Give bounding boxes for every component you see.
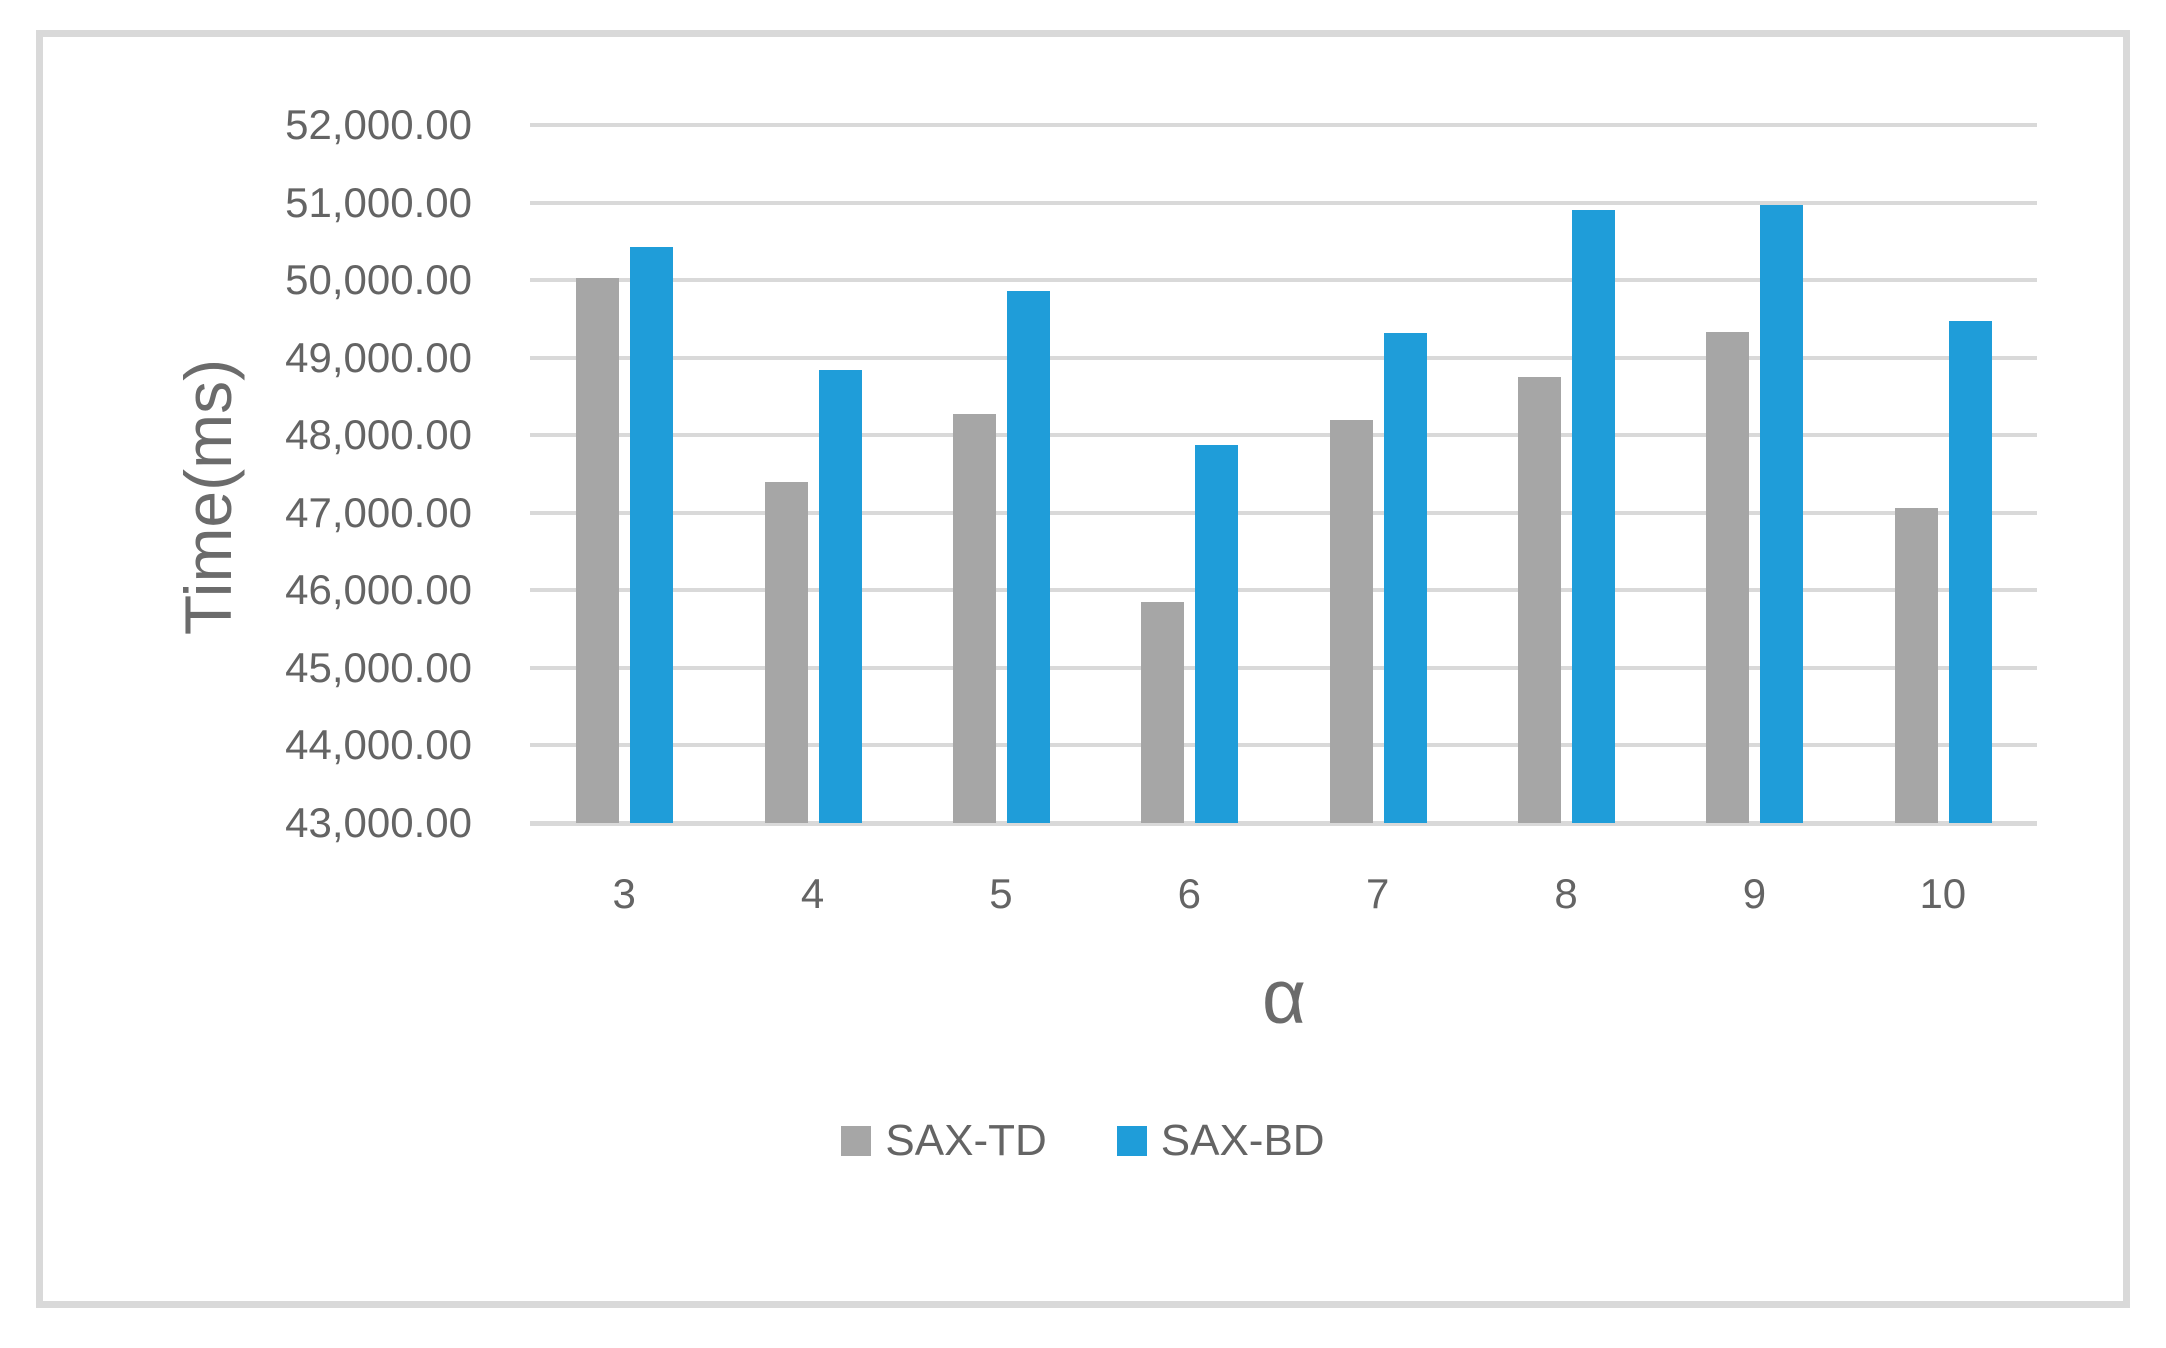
bar-sax-bd-4 bbox=[818, 370, 862, 823]
x-tick-7: 7 bbox=[1366, 870, 1390, 917]
bar-sax-td-3 bbox=[576, 277, 620, 823]
gridline-45000 bbox=[530, 665, 2037, 670]
y-tick-48000: 48,000.00 bbox=[285, 411, 472, 459]
gridline-44000 bbox=[530, 743, 2037, 748]
y-tick-52000: 52,000.00 bbox=[285, 101, 472, 148]
gridline-49000 bbox=[530, 355, 2037, 360]
y-tick-44000: 44,000.00 bbox=[285, 721, 472, 769]
gridline-52000 bbox=[530, 123, 2037, 127]
bar-sax-td-6 bbox=[1141, 601, 1185, 823]
bar-sax-td-8 bbox=[1518, 377, 1562, 823]
bar-sax-td-10 bbox=[1894, 508, 1938, 823]
x-axis-line bbox=[530, 821, 2037, 826]
legend-label-sax-td: SAX-TD bbox=[885, 1116, 1047, 1165]
bar-sax-td-4 bbox=[764, 481, 808, 823]
bar-sax-bd-3 bbox=[630, 246, 674, 823]
bar-sax-bd-6 bbox=[1195, 445, 1239, 823]
bar-sax-td-7 bbox=[1329, 419, 1373, 823]
x-axis-title: α bbox=[1262, 955, 1306, 1040]
gridline-47000 bbox=[530, 510, 2037, 515]
x-tick-5: 5 bbox=[989, 870, 1013, 917]
y-tick-46000: 46,000.00 bbox=[285, 566, 472, 614]
x-tick-3: 3 bbox=[612, 870, 636, 917]
bar-sax-td-9 bbox=[1706, 332, 1750, 823]
gridline-51000 bbox=[530, 200, 2037, 205]
legend-swatch-sax-td bbox=[841, 1126, 872, 1156]
legend: SAX-TD SAX-BD bbox=[36, 1110, 2130, 1172]
x-tick-6: 6 bbox=[1177, 870, 1201, 917]
bar-sax-bd-7 bbox=[1383, 332, 1427, 823]
y-tick-51000: 51,000.00 bbox=[285, 178, 472, 226]
y-tick-50000: 50,000.00 bbox=[285, 256, 472, 304]
y-tick-45000: 45,000.00 bbox=[285, 643, 472, 691]
legend-label-sax-bd: SAX-BD bbox=[1160, 1116, 1325, 1165]
x-tick-10: 10 bbox=[1919, 870, 1967, 917]
y-tick-47000: 47,000.00 bbox=[285, 488, 472, 536]
x-tick-4: 4 bbox=[800, 870, 825, 917]
y-tick-49000: 49,000.00 bbox=[285, 333, 472, 381]
legend-swatch-sax-bd bbox=[1116, 1126, 1147, 1156]
bar-sax-bd-8 bbox=[1572, 210, 1616, 823]
x-tick-8: 8 bbox=[1554, 870, 1578, 917]
y-tick-43000: 43,000.00 bbox=[285, 799, 472, 846]
x-tick-9: 9 bbox=[1742, 870, 1767, 917]
bar-sax-bd-5 bbox=[1006, 290, 1050, 823]
bar-sax-bd-10 bbox=[1948, 321, 1992, 823]
y-axis-title: Time(ms) bbox=[171, 358, 245, 636]
bar-sax-td-5 bbox=[952, 414, 996, 823]
gridline-46000 bbox=[530, 588, 2037, 593]
legend-item-sax-td: SAX-TD bbox=[841, 1116, 1047, 1166]
gridline-48000 bbox=[530, 433, 2037, 438]
bar-sax-bd-9 bbox=[1760, 204, 1804, 823]
gridline-50000 bbox=[530, 278, 2037, 283]
legend-item-sax-bd: SAX-BD bbox=[1116, 1116, 1325, 1166]
